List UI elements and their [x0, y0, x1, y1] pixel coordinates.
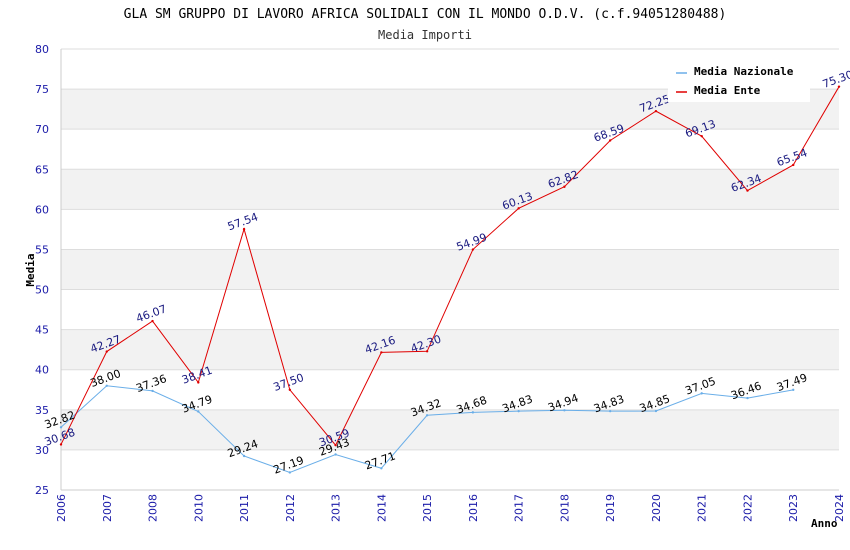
data-point [105, 350, 108, 353]
data-point [59, 443, 63, 446]
plot-band [61, 329, 839, 370]
x-tick-labels: 2006 2007 2008 2010 2011 2012 2013 2014 2015 2016… [55, 494, 846, 522]
data-point [151, 319, 154, 323]
y-tick-label: 30 [35, 444, 49, 457]
y-tick-label: 60 [35, 203, 49, 216]
x-tick-label: 2015 [421, 494, 434, 522]
series-lines [59, 85, 841, 474]
series-line-ente [60, 86, 840, 447]
data-label: 57.54 [226, 210, 260, 233]
data-label: 36.46 [729, 379, 763, 402]
x-tick-label: 2006 [55, 494, 68, 522]
y-tick-label: 80 [35, 43, 49, 56]
data-point [380, 467, 383, 470]
y-tick-label: 55 [35, 243, 49, 256]
data-label: 37.36 [134, 372, 168, 395]
data-point [792, 163, 795, 167]
x-tick-label: 2010 [192, 494, 205, 522]
data-point [59, 426, 63, 429]
x-tick-label: 2020 [650, 494, 663, 522]
data-point [792, 388, 795, 392]
data-point [197, 381, 200, 384]
x-tick-label: 2018 [558, 494, 571, 522]
y-tick-label: 70 [35, 123, 49, 136]
x-tick-label: 2022 [741, 494, 754, 522]
data-point [242, 227, 246, 231]
data-label: 27.19 [272, 454, 306, 477]
data-label: 37.50 [272, 371, 306, 394]
x-tick-label: 2016 [467, 494, 480, 522]
y-axis-label: Media [24, 253, 37, 286]
data-point [105, 384, 108, 387]
chart-subtitle: Media Importi [378, 28, 472, 42]
data-point [517, 409, 520, 413]
data-point [425, 350, 429, 353]
data-point [700, 134, 703, 138]
data-point [837, 85, 841, 88]
x-tick-label: 2023 [787, 494, 800, 522]
data-point [654, 109, 658, 113]
data-point [242, 454, 246, 458]
y-tick-label: 35 [35, 404, 49, 417]
x-tick-label: 2013 [330, 494, 343, 522]
data-point [608, 409, 612, 413]
data-point [563, 185, 566, 188]
data-label: 75.30 [821, 68, 850, 91]
y-tick-label: 40 [35, 364, 49, 377]
x-tick-label: 2012 [284, 494, 297, 522]
x-tick-label: 2008 [147, 494, 160, 522]
gridlines [61, 48, 839, 491]
y-tick-label: 75 [35, 83, 49, 96]
chart-title: GLA SM GRUPPO DI LAVORO AFRICA SOLIDALI … [124, 7, 727, 22]
y-tick-label: 50 [35, 284, 49, 297]
plot-band [61, 169, 839, 210]
y-tick-label: 45 [35, 324, 49, 337]
data-label: 37.49 [775, 371, 809, 394]
data-point [517, 207, 520, 210]
data-point [425, 414, 429, 417]
legend-label-ente: Media Ente [694, 84, 761, 97]
data-point [746, 189, 749, 192]
data-point [700, 392, 703, 395]
data-label: 27.71 [363, 449, 397, 472]
data-point [197, 410, 200, 413]
data-point [151, 389, 154, 393]
x-tick-label: 2011 [238, 494, 251, 522]
y-tick-label: 65 [35, 163, 49, 176]
x-axis-label: Anno [811, 517, 838, 530]
data-point [746, 396, 749, 400]
x-tick-label: 2021 [696, 494, 709, 522]
data-point [334, 443, 337, 447]
x-tick-label: 2024 [833, 494, 846, 522]
x-tick-label: 2019 [604, 494, 617, 522]
legend-label-nazionale: Media Nazionale [694, 65, 794, 78]
x-tick-label: 2017 [513, 494, 526, 522]
x-tick-label: 2014 [375, 494, 388, 522]
data-point [334, 453, 337, 456]
data-point [563, 409, 566, 412]
data-point [288, 388, 292, 391]
data-point [654, 409, 658, 413]
y-tick-labels: 25 30 35 40 45 50 55 60 65 70 75 80 [35, 43, 49, 497]
legend-background [668, 60, 810, 102]
data-point [471, 411, 475, 414]
plot-bands [61, 89, 839, 450]
plot-band [61, 409, 839, 450]
plot-band [61, 249, 839, 290]
legend: Media Nazionale Media Ente [668, 60, 810, 102]
x-tick-label: 2007 [101, 494, 114, 522]
data-point [471, 248, 475, 251]
data-point [288, 471, 292, 474]
y-tick-label: 25 [35, 484, 49, 497]
data-point [608, 139, 612, 142]
axes [60, 49, 839, 491]
data-point [380, 351, 383, 354]
